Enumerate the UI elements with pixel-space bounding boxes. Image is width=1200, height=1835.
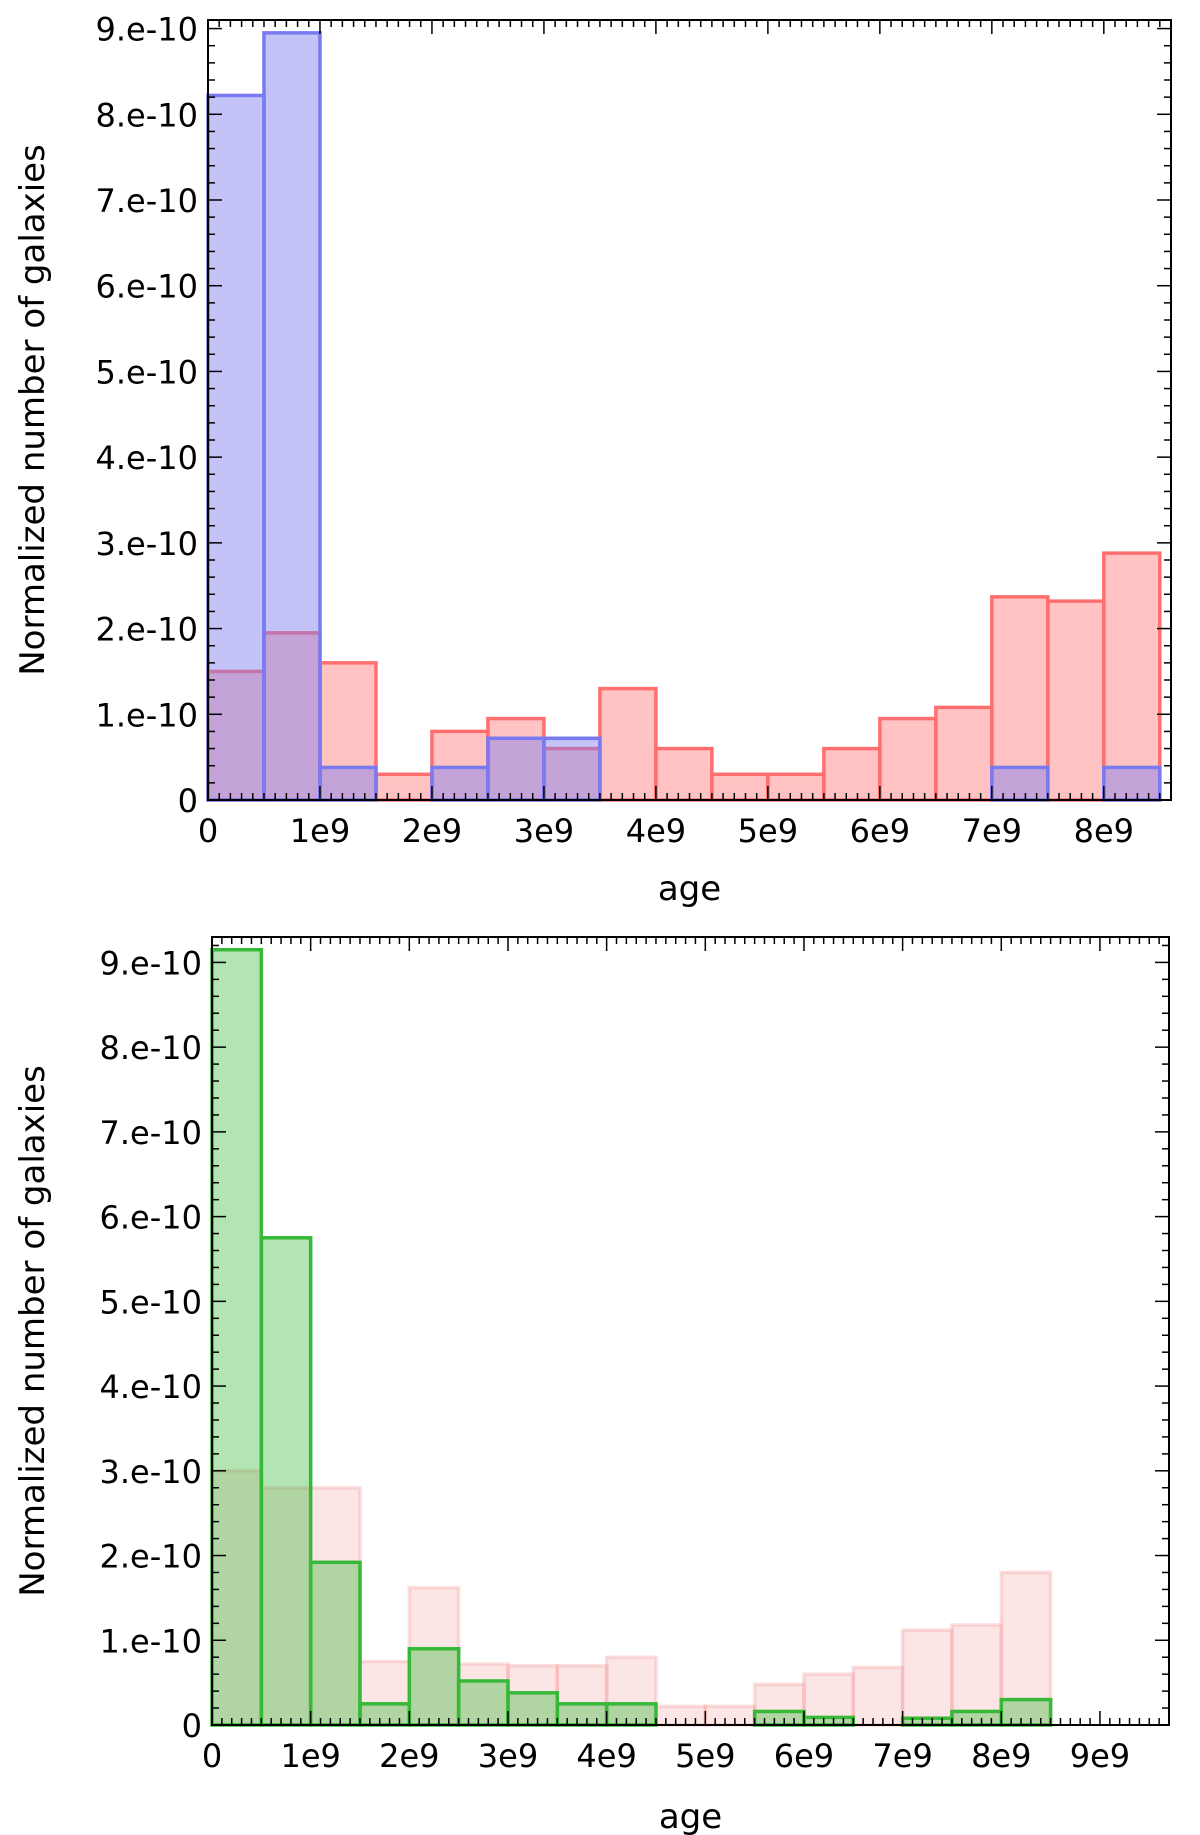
histogram-bar (308, 1560, 362, 1727)
histogram-bar (999, 1697, 1053, 1727)
x-tick-label: 4e9 (576, 1737, 636, 1775)
histogram-bar (358, 1702, 412, 1727)
histogram-bar (456, 1679, 510, 1727)
x-tick-label: 9e9 (1070, 1737, 1130, 1775)
x-tick-label: 1e9 (280, 1737, 340, 1775)
histogram-bar (654, 1704, 708, 1727)
x-tick-label: 1e9 (290, 812, 350, 850)
histogram-bar (407, 1585, 461, 1727)
histogram-bar (486, 736, 546, 802)
histogram-bar (822, 746, 882, 802)
series-1 (210, 947, 1053, 1727)
histogram-bar (1102, 765, 1162, 802)
x-tick-label: 4e9 (626, 812, 686, 850)
histogram-bar (210, 947, 264, 1727)
histogram-bar (374, 772, 434, 802)
histogram-bar (542, 736, 602, 802)
y-tick-label: 8.e-10 (96, 96, 198, 134)
plot-area (212, 937, 1169, 1725)
y-tick-label: 5.e-10 (96, 353, 198, 391)
x-axis-title: age (659, 1797, 722, 1835)
y-tick-label: 4.e-10 (100, 1368, 202, 1406)
histogram-bar (262, 631, 322, 802)
histogram-bar (802, 1715, 856, 1727)
x-tick-label: 5e9 (738, 812, 798, 850)
y-tick-label: 6.e-10 (96, 268, 198, 306)
histogram-bar (259, 1236, 313, 1727)
histogram-bar (752, 1709, 806, 1727)
histogram-bar (950, 1709, 1004, 1727)
y-axis-title: Normalized number of galaxies (13, 1065, 53, 1597)
histogram-bar (598, 686, 658, 802)
histogram-bar (766, 772, 826, 802)
histogram-bar (430, 765, 490, 802)
y-tick-label: 5.e-10 (100, 1283, 202, 1321)
x-tick-label: 5e9 (675, 1737, 735, 1775)
histogram-bar (851, 1665, 905, 1727)
histogram-bar (456, 1662, 510, 1727)
y-tick-label: 1.e-10 (100, 1622, 202, 1660)
histogram-bar (1102, 551, 1162, 802)
histogram-bar (407, 1646, 461, 1727)
series-1 (206, 31, 1162, 802)
chart-top: 0 1e9 2e9 3e9 4e9 5e9 6e9 7e9 8e9 0 1.e-10 2.e-10 3.… (13, 11, 1172, 909)
y-tick-label: 4.e-10 (96, 439, 198, 477)
x-tick-label: 8e9 (971, 1737, 1031, 1775)
x-tick-label: 7e9 (962, 812, 1022, 850)
y-tick-label: 8.e-10 (100, 1029, 202, 1067)
x-tick-label: 0 (198, 812, 218, 850)
y-tick-label: 2.e-10 (96, 611, 198, 649)
y-tick-label: 3.e-10 (96, 525, 198, 563)
x-tick-label: 6e9 (850, 812, 910, 850)
histogram-bar (654, 746, 714, 802)
y-tick-label: 0 (178, 782, 198, 820)
series-0 (210, 1469, 1053, 1727)
histogram-bar (262, 31, 322, 802)
x-tick-label: 2e9 (402, 812, 462, 850)
y-tick-label: 3.e-10 (100, 1453, 202, 1491)
y-tick-label: 1.e-10 (96, 696, 198, 734)
histogram-bar (900, 1628, 954, 1727)
x-tick-label: 3e9 (478, 1737, 538, 1775)
histogram-bar (710, 772, 770, 802)
histogram-bar (878, 716, 938, 802)
y-tick-label: 2.e-10 (100, 1538, 202, 1576)
histogram-bar (318, 765, 378, 802)
y-tick-label: 6.e-10 (100, 1199, 202, 1237)
y-tick-label: 7.e-10 (96, 182, 198, 220)
histogram-bar (506, 1691, 560, 1727)
y-tick-label: 7.e-10 (100, 1114, 202, 1152)
x-tick-label: 2e9 (379, 1737, 439, 1775)
x-tick-label: 6e9 (774, 1737, 834, 1775)
histogram-bar (206, 669, 266, 802)
y-tick-label: 9.e-10 (100, 944, 202, 982)
chart-bottom: 0 1e9 2e9 3e9 4e9 5e9 6e9 7e9 8e9 9e9 0 1.e-10 2.e-1… (13, 936, 1170, 1835)
plot-frame (211, 936, 1170, 1726)
x-tick-label: 0 (202, 1737, 222, 1775)
y-axis-title: Normalized number of galaxies (13, 144, 53, 676)
histogram-bar (934, 705, 994, 802)
histogram-bar (703, 1704, 757, 1727)
histogram-bar (604, 1655, 658, 1727)
x-tick-label: 8e9 (1074, 812, 1134, 850)
histogram-bar (210, 1469, 264, 1727)
histogram-bar (604, 1702, 658, 1727)
histogram-bar (206, 93, 266, 802)
histogram-bar (1046, 599, 1106, 802)
x-tick-label: 7e9 (872, 1737, 932, 1775)
plot-area (208, 20, 1171, 800)
x-tick-label: 3e9 (514, 812, 574, 850)
x-axis-title: age (658, 869, 721, 909)
histogram-bar (555, 1663, 609, 1727)
y-tick-label: 9.e-10 (96, 11, 198, 49)
histogram-bar (990, 765, 1050, 802)
histogram-bar (555, 1702, 609, 1727)
y-tick-label: 0 (182, 1707, 202, 1745)
histogram-bar (900, 1716, 954, 1727)
